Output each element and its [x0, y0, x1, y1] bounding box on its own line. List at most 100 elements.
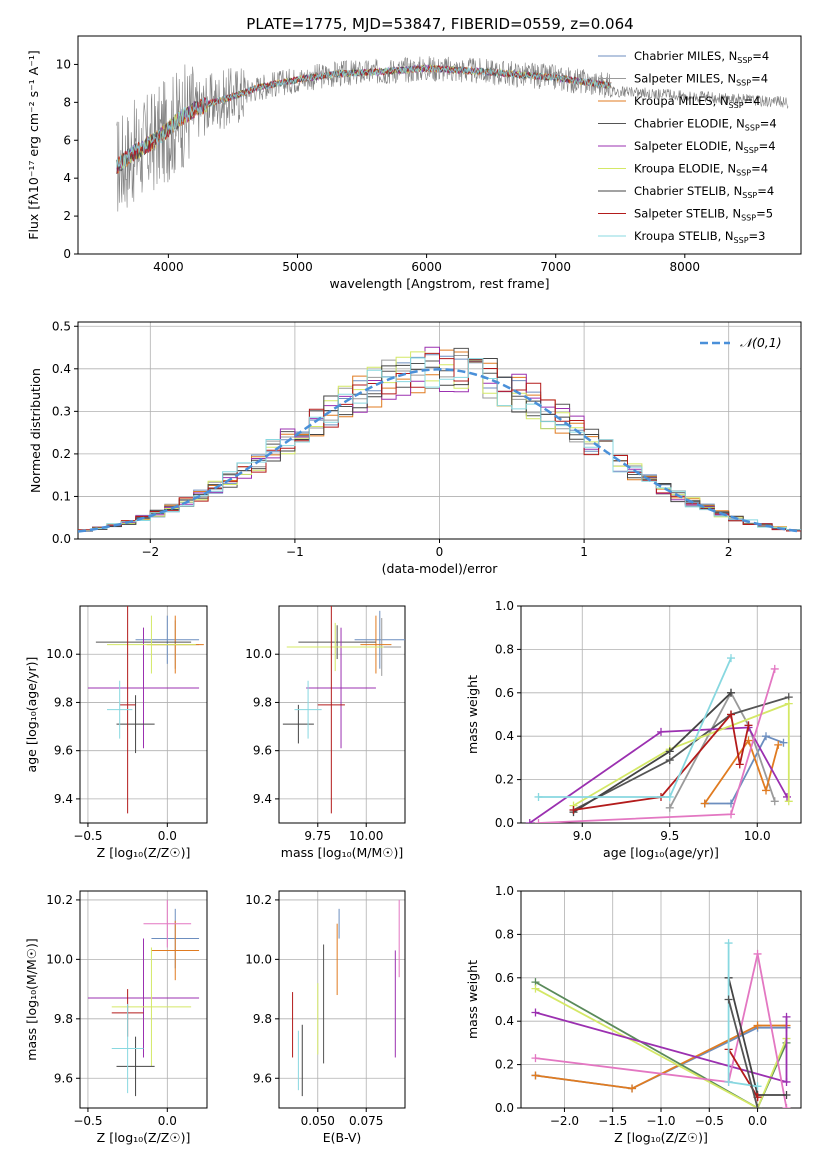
y-tick-label: 10 — [56, 57, 71, 71]
y-tick-label: 0.5 — [52, 319, 71, 333]
legend-label: Salpeter ELODIE, NSSP=4 — [634, 139, 776, 155]
x-tick-label: −1.0 — [646, 1114, 675, 1128]
weight-marker — [774, 740, 783, 749]
x-tick-label: 0.075 — [349, 1114, 383, 1128]
weight-marker — [744, 721, 753, 730]
y-tick-label: 0.0 — [495, 816, 514, 830]
legend-sub: SSP — [744, 146, 759, 155]
legend-text: Chabrier ELODIE, N — [634, 117, 745, 131]
weight-marker — [762, 786, 770, 795]
plot-area — [87, 899, 200, 1097]
weight-marker — [770, 797, 779, 806]
x-axis-label: Z [log₁₀(Z/Z☉)] — [97, 845, 191, 860]
y-axis-label: mass weight — [465, 675, 480, 754]
y-tick-label: 2 — [63, 209, 71, 223]
weight-marker — [784, 699, 793, 708]
y-tick-label: 1.0 — [495, 599, 514, 613]
plot-area — [531, 939, 791, 1108]
x-tick-label: 10.0 — [744, 829, 771, 843]
plot-area — [87, 606, 204, 814]
panel-age-vs-Z: −0.5 0.0 9.4 9.6 9.8 10.0 Z [log₁₀(Z/Z☉)] age [… — [24, 605, 208, 860]
plot-frame — [278, 605, 406, 824]
weight-line — [535, 953, 788, 1108]
histogram-step — [78, 357, 801, 532]
legend-label: Chabrier ELODIE, NSSP=4 — [634, 117, 777, 133]
model-spectrum — [116, 64, 612, 171]
legend-label: Kroupa ELODIE, NSSP=4 — [634, 162, 768, 178]
weight-line — [703, 738, 780, 805]
x-tick-label: 7000 — [540, 260, 571, 274]
x-tick-label: 0.050 — [301, 1114, 335, 1128]
weight-marker — [782, 1077, 791, 1086]
x-tick-label: −0.5 — [73, 829, 102, 843]
y-tick-label: 9.6 — [253, 1071, 272, 1085]
legend-suffix: =4 — [759, 139, 776, 153]
y-tick-label: 0.1 — [52, 489, 71, 503]
y-tick-label: 0.2 — [495, 773, 514, 787]
y-tick-label: 4 — [63, 171, 71, 185]
weight-marker — [727, 654, 735, 663]
legend-text: Kroupa STELIB, N — [634, 229, 734, 243]
legend-sub: SSP — [741, 214, 756, 223]
x-axis-label: wavelength [Angstrom, rest frame] — [329, 276, 549, 291]
plot-frame — [77, 321, 802, 540]
weight-marker — [724, 939, 733, 948]
x-axis-label: Z [log₁₀(Z/Z☉)] — [97, 1130, 191, 1145]
weight-marker — [531, 1008, 540, 1017]
plot-area — [282, 606, 405, 814]
y-tick-label: 9.4 — [253, 792, 272, 806]
x-axis-label: Z [log₁₀(Z/Z☉)] — [614, 1130, 708, 1145]
y-axis-label: Normed distribution — [28, 368, 43, 493]
y-tick-label: 9.8 — [253, 695, 272, 709]
x-tick-label: −0.5 — [695, 1114, 724, 1128]
observed-spectrum — [116, 56, 789, 212]
legend-label: Chabrier MILES, NSSP=4 — [634, 49, 769, 65]
y-tick-label: 10.0 — [46, 952, 73, 966]
y-tick-label: 9.8 — [253, 1012, 272, 1026]
plot-frame — [79, 605, 208, 824]
legend-sub: SSP — [729, 101, 744, 110]
legend-label: Salpeter STELIB, NSSP=5 — [634, 207, 773, 223]
weight-line — [727, 999, 759, 1108]
x-tick-label: 5000 — [282, 260, 313, 274]
legend-text: Kroupa ELODIE, N — [634, 162, 736, 176]
weight-marker — [628, 1084, 637, 1093]
y-tick-label: 0.4 — [52, 362, 71, 376]
weight-marker — [783, 792, 791, 801]
y-tick-label: 9.6 — [54, 1071, 73, 1085]
y-tick-label: 0.2 — [495, 1058, 514, 1072]
legend-label: Kroupa MILES, NSSP=4 — [634, 94, 760, 110]
weight-marker — [531, 1054, 540, 1063]
weight-marker — [762, 732, 770, 741]
plot-area — [116, 56, 789, 212]
weight-marker — [782, 1012, 791, 1021]
x-tick-label: 9.75 — [304, 829, 331, 843]
weight-marker — [782, 1090, 791, 1099]
y-tick-label: 10.2 — [46, 893, 73, 907]
x-axis-label: age [log₁₀(age/yr)] — [603, 845, 719, 860]
y-tick-label: 0.0 — [52, 532, 71, 546]
plot-frame — [520, 890, 802, 1109]
weight-marker — [531, 984, 540, 993]
legend-sub: SSP — [742, 191, 757, 200]
x-axis-label: E(B-V) — [323, 1130, 362, 1145]
y-tick-label: 10.0 — [245, 647, 272, 661]
legend-suffix: =4 — [751, 162, 768, 176]
y-tick-label: 9.6 — [253, 744, 272, 758]
x-tick-label: −2 — [141, 545, 159, 559]
x-tick-label: −1 — [286, 545, 304, 559]
weight-marker — [665, 792, 674, 801]
legend-suffix: =4 — [744, 94, 761, 108]
weight-marker — [569, 805, 578, 814]
legend-suffix: =4 — [760, 117, 777, 131]
weight-line — [529, 726, 788, 823]
panel-massweight-vs-age: 9.0 9.5 10.0 0.0 0.2 0.4 0.6 0.8 1.0 age [log₁₀(a… — [465, 599, 802, 860]
weight-marker — [525, 819, 534, 823]
x-tick-label: 9.5 — [660, 829, 679, 843]
x-tick-label: −2.0 — [550, 1114, 579, 1128]
legend-suffix: =5 — [756, 207, 773, 221]
x-tick-label: −1.5 — [598, 1114, 627, 1128]
plot-frame — [79, 890, 208, 1109]
